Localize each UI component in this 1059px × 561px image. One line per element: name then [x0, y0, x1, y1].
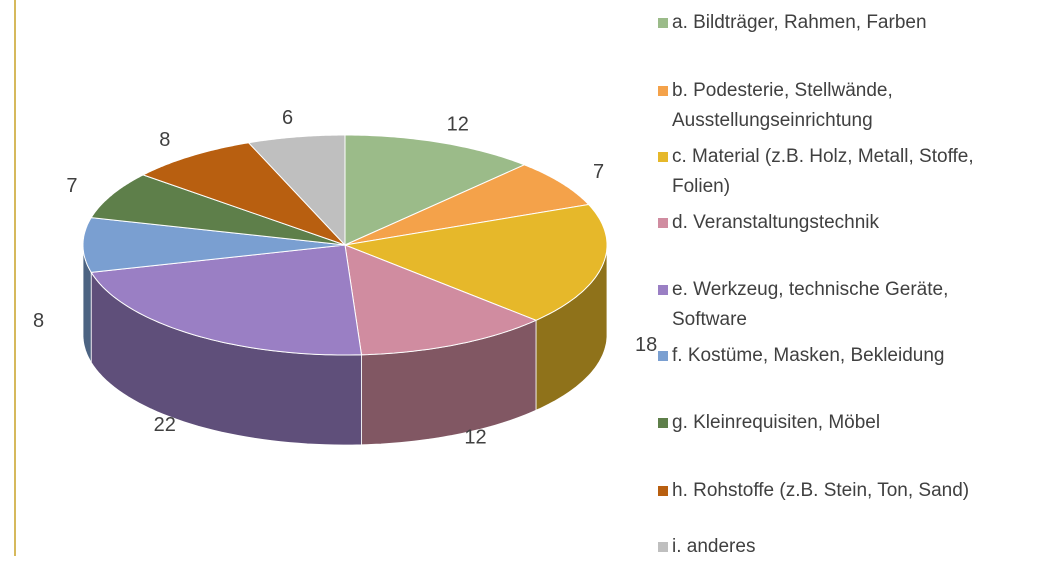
data-label: 8 — [33, 310, 44, 332]
data-label: 12 — [447, 114, 469, 136]
data-label: 12 — [464, 426, 486, 448]
data-label: 6 — [282, 107, 293, 129]
legend-swatch — [658, 18, 668, 28]
data-label: 22 — [154, 414, 176, 436]
legend-label: f. Kostüme, Masken, Bekleidung — [672, 345, 945, 366]
legend-item: a. Bildträger, Rahmen, Farben — [658, 8, 1018, 38]
pie-slice — [90, 244, 363, 356]
legend-label: c. Material (z.B. Holz, Metall, Stoffe, … — [672, 146, 974, 197]
pie-slice — [344, 164, 590, 246]
data-label: 7 — [593, 161, 604, 183]
pie-slice — [344, 134, 526, 246]
legend-swatch — [658, 542, 668, 552]
legend-label: h. Rohstoffe (z.B. Stein, Ton, Sand) — [672, 480, 970, 501]
legend-label: b. Podesterie, Stellwände, Ausstellungse… — [672, 80, 893, 131]
legend-item: i. anderes — [658, 532, 1018, 561]
legend-swatch — [658, 218, 668, 228]
pie-slice — [90, 174, 346, 246]
pie-slice — [82, 217, 346, 273]
legend-item: c. Material (z.B. Holz, Metall, Stoffe, … — [658, 142, 1018, 202]
data-label: 7 — [66, 175, 77, 197]
legend-swatch — [658, 285, 668, 295]
legend-label: i. anderes — [672, 536, 756, 557]
legend-label: a. Bildträger, Rahmen, Farben — [672, 12, 927, 33]
legend-item: g. Kleinrequisiten, Möbel — [658, 408, 1018, 438]
pie-slice — [141, 142, 346, 246]
data-label: 8 — [159, 129, 170, 151]
legend-item: e. Werkzeug, technische Geräte, Software — [658, 275, 1018, 335]
legend-item: b. Podesterie, Stellwände, Ausstellungse… — [658, 76, 1018, 136]
legend-swatch — [658, 418, 668, 428]
legend-swatch — [658, 351, 668, 361]
legend-item: f. Kostüme, Masken, Bekleidung — [658, 341, 1018, 371]
legend-label: e. Werkzeug, technische Geräte, Software — [672, 279, 949, 330]
pie-slice — [343, 203, 608, 321]
legend-item: d. Veranstaltungstechnik — [658, 208, 1018, 238]
legend-label: d. Veranstaltungstechnik — [672, 212, 880, 233]
pie-slice — [344, 244, 538, 356]
legend-swatch — [658, 86, 668, 96]
legend-label: g. Kleinrequisiten, Möbel — [672, 412, 881, 433]
pie-slice — [247, 134, 346, 247]
legend-swatch — [658, 152, 668, 162]
data-label: 18 — [635, 334, 657, 356]
legend-item: h. Rohstoffe (z.B. Stein, Ton, Sand) — [658, 476, 1018, 506]
legend-swatch — [658, 486, 668, 496]
